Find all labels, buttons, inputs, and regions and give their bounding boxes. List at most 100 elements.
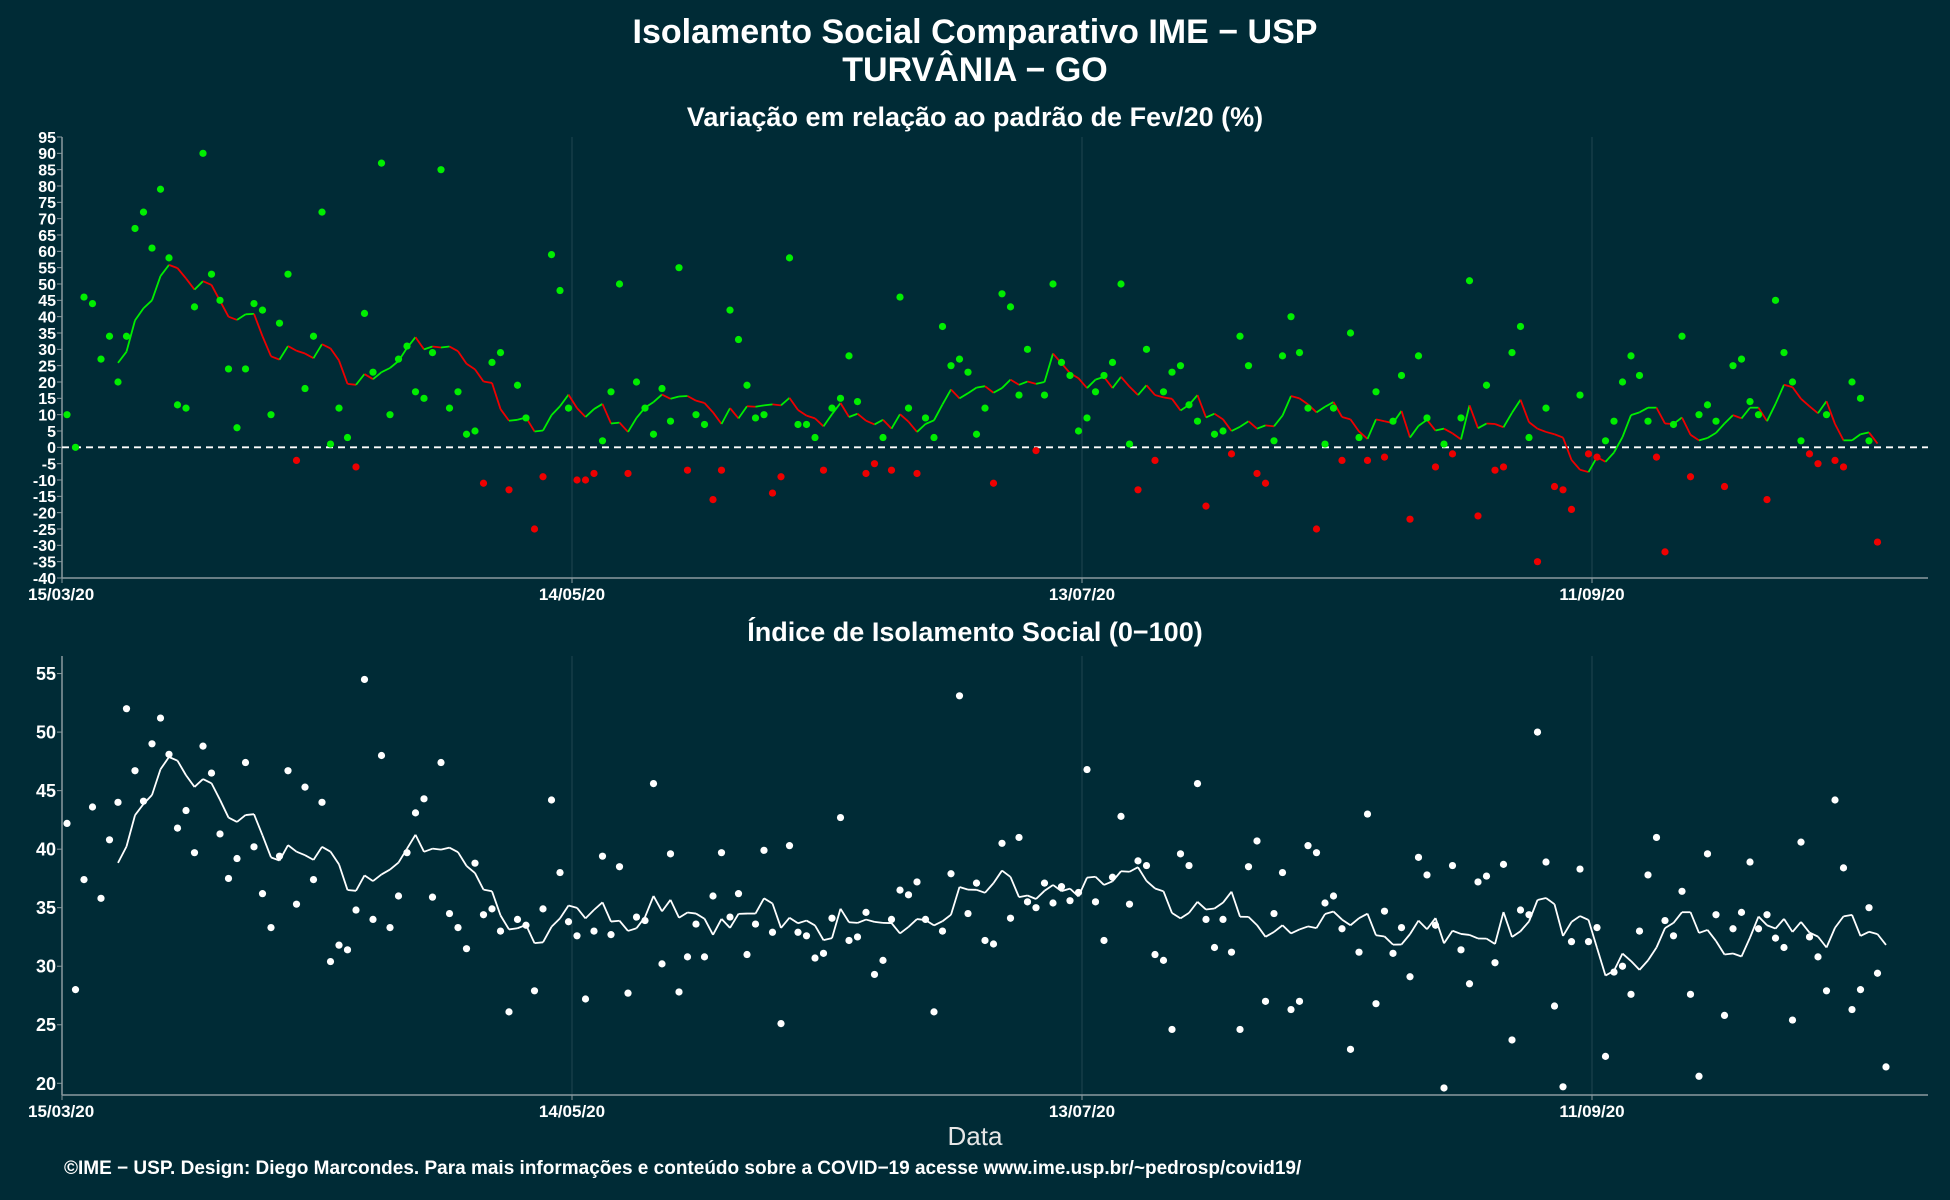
data-point bbox=[1312, 525, 1321, 533]
data-point bbox=[1737, 908, 1746, 916]
moving-average-segment bbox=[1035, 890, 1046, 900]
data-point bbox=[1584, 938, 1593, 946]
data-point bbox=[318, 208, 326, 216]
moving-average-segment bbox=[1358, 912, 1368, 920]
moving-average-segment bbox=[1553, 903, 1564, 937]
moving-average-segment bbox=[125, 814, 136, 847]
moving-average-segment bbox=[1502, 911, 1513, 938]
data-point bbox=[437, 166, 445, 174]
data-point bbox=[1754, 925, 1763, 933]
data-point bbox=[139, 208, 148, 216]
moving-average-segment bbox=[542, 414, 553, 431]
moving-average-segment bbox=[1324, 910, 1334, 915]
moving-average-segment bbox=[1554, 433, 1564, 439]
moving-average-segment bbox=[669, 899, 680, 919]
data-point bbox=[615, 863, 624, 871]
data-point bbox=[275, 852, 284, 860]
moving-average-segment bbox=[491, 382, 502, 410]
data-point bbox=[1057, 358, 1066, 366]
data-point bbox=[1678, 887, 1686, 895]
data-point bbox=[870, 460, 879, 468]
data-point bbox=[794, 928, 802, 936]
moving-average-segment bbox=[780, 397, 791, 407]
moving-average-segment bbox=[338, 864, 349, 891]
data-point bbox=[437, 758, 445, 767]
moving-average-segment bbox=[304, 352, 314, 359]
moving-average-segment bbox=[1587, 919, 1598, 949]
data-point bbox=[938, 927, 947, 935]
data-point bbox=[139, 797, 148, 805]
moving-average-segment bbox=[1018, 894, 1028, 899]
data-point bbox=[1210, 430, 1219, 438]
data-point bbox=[845, 352, 853, 360]
moving-average-segment bbox=[1247, 916, 1258, 926]
data-point bbox=[131, 767, 139, 775]
data-point bbox=[1100, 371, 1108, 380]
moving-average-segment bbox=[1732, 414, 1742, 420]
moving-average-segment bbox=[601, 403, 612, 424]
data-point bbox=[632, 378, 641, 386]
data-point bbox=[1848, 378, 1856, 386]
data-point bbox=[1355, 433, 1363, 442]
data-point bbox=[1142, 861, 1151, 870]
moving-average-segment bbox=[814, 924, 825, 941]
data-point bbox=[768, 489, 777, 497]
data-point bbox=[921, 915, 930, 924]
moving-average-segment bbox=[151, 768, 162, 796]
data-point bbox=[488, 358, 496, 366]
moving-average-segment bbox=[1766, 924, 1776, 930]
data-point bbox=[1839, 463, 1848, 471]
data-point bbox=[1049, 280, 1057, 288]
data-point bbox=[998, 290, 1006, 298]
data-point bbox=[649, 430, 658, 438]
data-point bbox=[573, 932, 581, 940]
data-point bbox=[1482, 381, 1491, 389]
moving-average-segment bbox=[652, 895, 663, 912]
data-point bbox=[989, 940, 998, 948]
moving-average-segment bbox=[261, 335, 272, 357]
data-point bbox=[1414, 853, 1423, 861]
data-point bbox=[1542, 404, 1550, 412]
moving-average-segment bbox=[414, 834, 425, 853]
y-tick-label: 20 bbox=[38, 375, 56, 392]
moving-average-segment bbox=[261, 834, 272, 858]
data-point bbox=[496, 927, 505, 935]
data-point bbox=[1508, 1036, 1516, 1044]
data-point bbox=[1244, 863, 1253, 871]
y-tick-label: -15 bbox=[33, 489, 56, 506]
data-point bbox=[1380, 907, 1389, 915]
moving-average-segment bbox=[1349, 418, 1360, 432]
data-point bbox=[445, 404, 454, 412]
moving-average-segment bbox=[1196, 901, 1207, 911]
moving-average-segment bbox=[1843, 913, 1853, 918]
moving-average-segment bbox=[661, 393, 671, 400]
data-point bbox=[675, 264, 683, 272]
data-point bbox=[454, 388, 462, 396]
data-point bbox=[1270, 909, 1278, 918]
data-point bbox=[1159, 388, 1168, 396]
data-point bbox=[1329, 892, 1338, 900]
moving-average-segment bbox=[1273, 924, 1284, 933]
data-point bbox=[1780, 943, 1788, 952]
moving-average-segment bbox=[270, 856, 280, 862]
data-point bbox=[819, 466, 828, 474]
moving-average-segment bbox=[355, 874, 366, 892]
data-point bbox=[828, 914, 836, 922]
data-point bbox=[1610, 968, 1618, 976]
moving-average-segment bbox=[1180, 912, 1190, 920]
data-point bbox=[1474, 878, 1482, 886]
moving-average-segment bbox=[1010, 378, 1020, 386]
data-point bbox=[326, 440, 335, 448]
moving-average-segment bbox=[567, 394, 578, 409]
moving-average-segment bbox=[1613, 436, 1624, 453]
data-point bbox=[1729, 362, 1737, 370]
data-point bbox=[1287, 1005, 1295, 1014]
data-point bbox=[1151, 456, 1159, 464]
panel2-title: Índice de Isolamento Social (0−100) bbox=[747, 617, 1203, 647]
data-point bbox=[1771, 296, 1780, 304]
data-point bbox=[1431, 463, 1440, 471]
data-point bbox=[1261, 997, 1270, 1005]
moving-average-segment bbox=[661, 899, 672, 912]
moving-average-segment bbox=[1239, 420, 1249, 428]
data-point bbox=[955, 692, 964, 700]
